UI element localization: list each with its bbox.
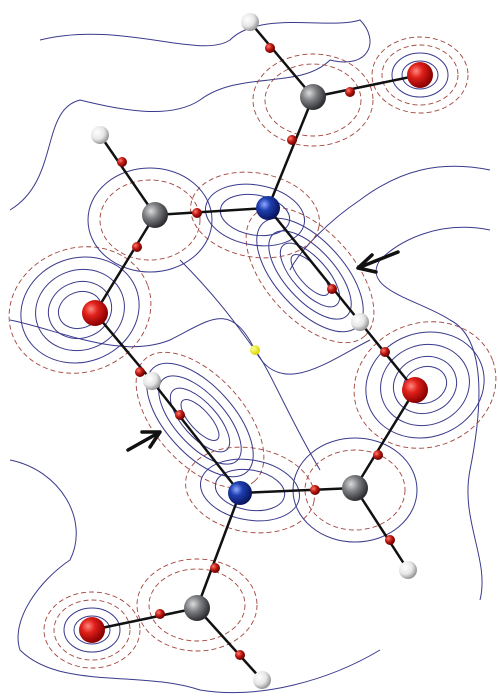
outer-contours xyxy=(10,20,490,693)
laplacian-contour-diagram xyxy=(0,0,498,697)
bond-critical-points xyxy=(117,43,395,660)
bonding-contours xyxy=(0,37,498,668)
page xyxy=(0,0,498,697)
